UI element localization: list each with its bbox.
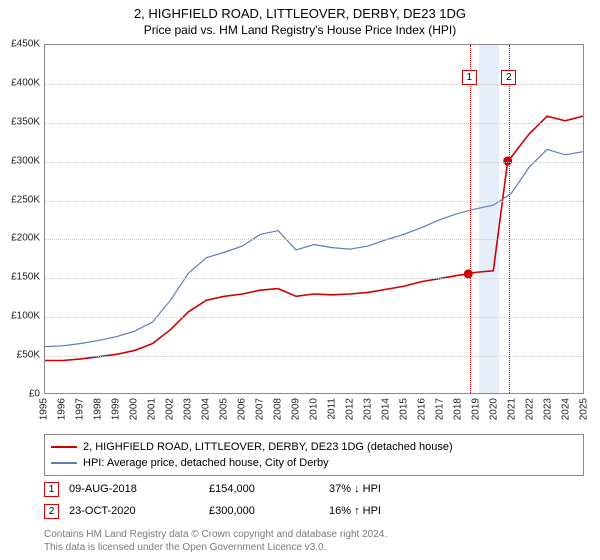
legend-swatch [51, 446, 77, 448]
y-tick-label: £450K [0, 39, 40, 50]
sale-delta: 16% ↑ HPI [329, 505, 381, 517]
x-tick-label: 2019 [471, 398, 482, 420]
x-tick-label: 2007 [255, 398, 266, 420]
x-tick-label: 1996 [57, 398, 68, 420]
legend: 2, HIGHFIELD ROAD, LITTLEOVER, DERBY, DE… [44, 434, 584, 476]
sale-vline [470, 45, 471, 393]
y-tick-label: £350K [0, 116, 40, 127]
x-tick-label: 2022 [525, 398, 536, 420]
x-tick-label: 2003 [183, 398, 194, 420]
gridline [45, 239, 583, 240]
x-tick-label: 1995 [39, 398, 50, 420]
sale-delta: 37% ↓ HPI [329, 483, 381, 495]
y-tick-label: £50K [0, 350, 40, 361]
sale-date: 09-AUG-2018 [69, 483, 199, 495]
x-tick-label: 1998 [93, 398, 104, 420]
y-tick-label: £400K [0, 77, 40, 88]
y-tick-label: £100K [0, 311, 40, 322]
gridline [45, 162, 583, 163]
y-tick-label: £0 [0, 389, 40, 400]
y-tick-label: £250K [0, 194, 40, 205]
page-title: 2, HIGHFIELD ROAD, LITTLEOVER, DERBY, DE… [0, 0, 600, 21]
x-tick-label: 1999 [111, 398, 122, 420]
gridline [45, 317, 583, 318]
chart-svg [45, 45, 583, 393]
footer: Contains HM Land Registry data © Crown c… [44, 528, 584, 554]
sale-marker-label: 1 [462, 70, 477, 85]
sale-row: 1 09-AUG-2018 £154,000 37% ↓ HPI [44, 478, 584, 500]
x-tick-label: 2004 [201, 398, 212, 420]
sale-marker-dot [464, 269, 473, 278]
legend-item: 2, HIGHFIELD ROAD, LITTLEOVER, DERBY, DE… [51, 439, 577, 455]
footer-line: This data is licensed under the Open Gov… [44, 541, 584, 554]
y-tick-label: £300K [0, 155, 40, 166]
sale-row: 2 23-OCT-2020 £300,000 16% ↑ HPI [44, 500, 584, 522]
x-tick-label: 2008 [273, 398, 284, 420]
y-tick-label: £150K [0, 272, 40, 283]
gridline [45, 123, 583, 124]
x-tick-label: 2024 [561, 398, 572, 420]
x-tick-label: 1997 [75, 398, 86, 420]
x-tick-label: 2020 [489, 398, 500, 420]
footer-line: Contains HM Land Registry data © Crown c… [44, 528, 584, 541]
legend-swatch [51, 462, 77, 464]
x-tick-label: 2000 [129, 398, 140, 420]
x-tick-label: 2011 [327, 398, 338, 420]
x-tick-label: 2025 [579, 398, 590, 420]
x-tick-label: 2006 [237, 398, 248, 420]
x-tick-label: 2009 [291, 398, 302, 420]
sale-date: 23-OCT-2020 [69, 505, 199, 517]
sales-table: 1 09-AUG-2018 £154,000 37% ↓ HPI 2 23-OCT-202… [44, 478, 584, 522]
sale-price: £300,000 [209, 505, 319, 517]
x-tick-label: 2021 [507, 398, 518, 420]
gridline [45, 356, 583, 357]
y-tick-label: £200K [0, 233, 40, 244]
x-tick-label: 2002 [165, 398, 176, 420]
x-tick-label: 2015 [399, 398, 410, 420]
gridline [45, 201, 583, 202]
legend-label: 2, HIGHFIELD ROAD, LITTLEOVER, DERBY, DE… [83, 441, 453, 453]
x-tick-label: 2018 [453, 398, 464, 420]
x-tick-label: 2017 [435, 398, 446, 420]
legend-label: HPI: Average price, detached house, City… [83, 457, 329, 469]
x-tick-label: 2005 [219, 398, 230, 420]
x-tick-label: 2010 [309, 398, 320, 420]
sale-price: £154,000 [209, 483, 319, 495]
x-tick-label: 2014 [381, 398, 392, 420]
chart: 12 [44, 44, 584, 394]
x-tick-label: 2001 [147, 398, 158, 420]
page-subtitle: Price paid vs. HM Land Registry's House … [0, 21, 600, 37]
x-tick-label: 2012 [345, 398, 356, 420]
legend-item: HPI: Average price, detached house, City… [51, 455, 577, 471]
sale-row-marker: 1 [44, 482, 59, 497]
sale-marker-label: 2 [501, 70, 516, 85]
x-tick-label: 2016 [417, 398, 428, 420]
sale-vline [509, 45, 510, 393]
sale-row-marker: 2 [44, 504, 59, 519]
x-tick-label: 2023 [543, 398, 554, 420]
series-price_paid [45, 116, 583, 360]
gridline [45, 278, 583, 279]
x-tick-label: 2013 [363, 398, 374, 420]
